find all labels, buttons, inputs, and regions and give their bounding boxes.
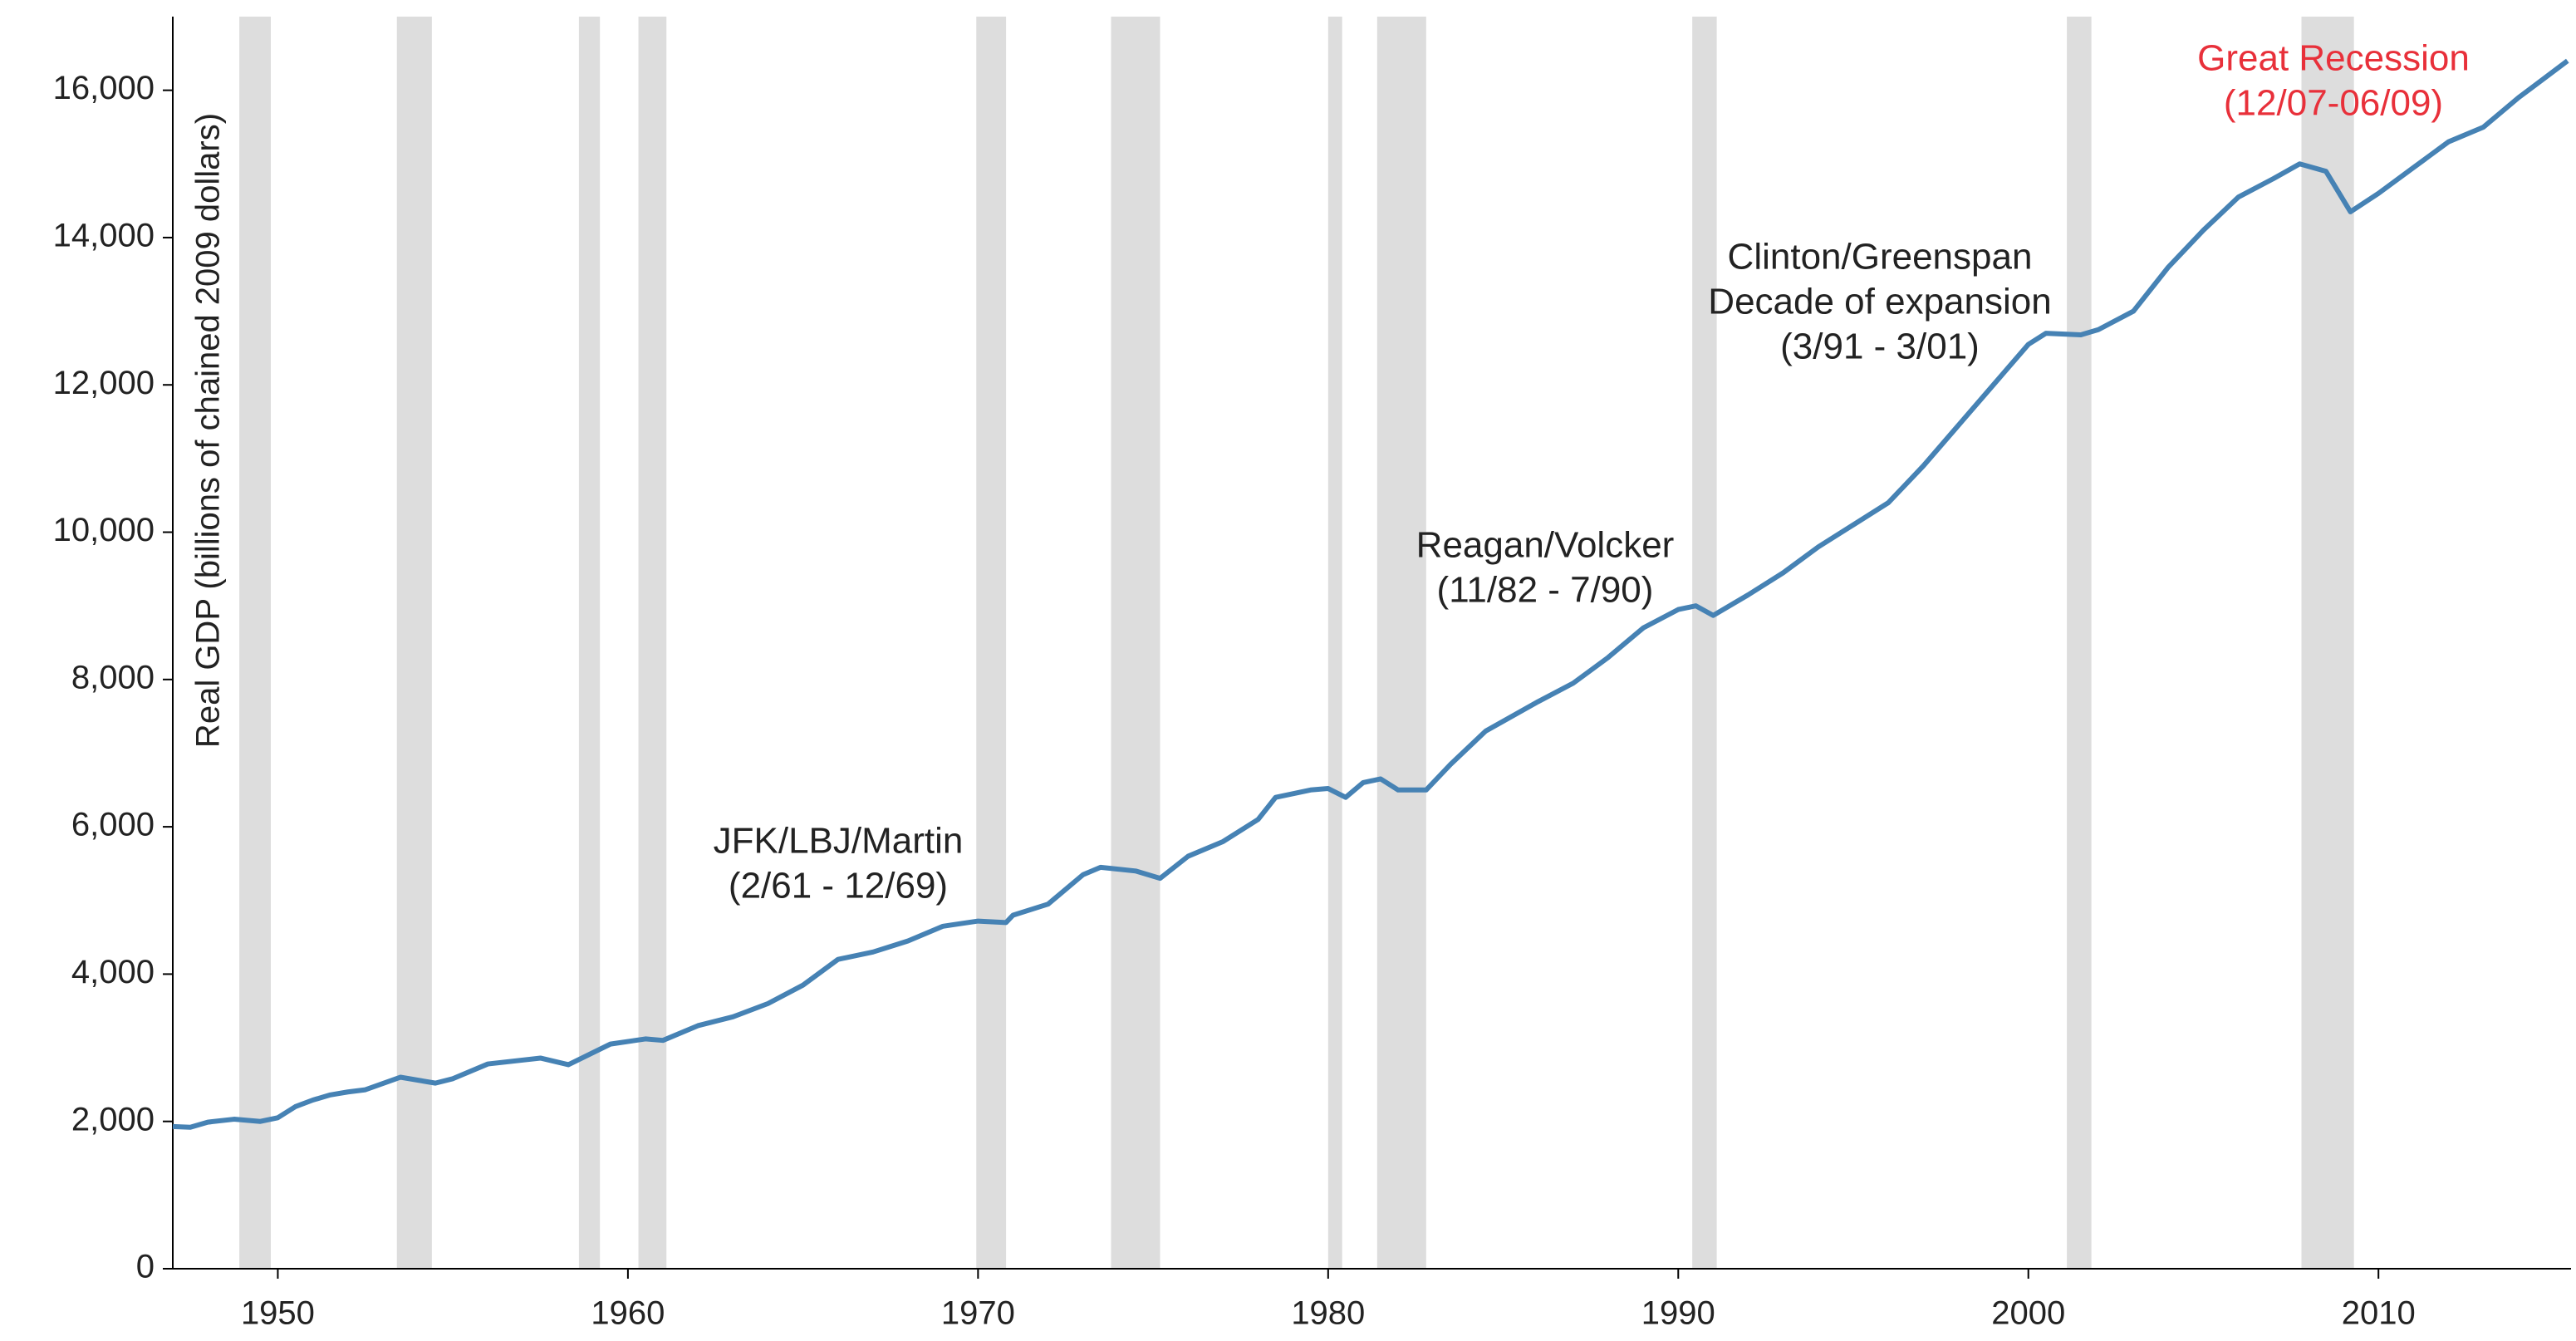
recession-band [2067,17,2092,1269]
y-tick-label: 6,000 [71,807,155,843]
recession-band [578,17,601,1269]
annotation: (3/91 - 3/01) [1780,327,1980,367]
y-tick-label: 16,000 [53,70,155,106]
recession-band [1376,17,1426,1269]
recession-band [638,17,667,1269]
x-tick-label: 1990 [1641,1295,1715,1332]
recession-band [1327,17,1342,1269]
y-tick-label: 0 [136,1249,155,1285]
annotation: Decade of expansion [1708,282,2051,322]
y-tick-label: 2,000 [71,1101,155,1137]
x-tick-label: 1980 [1291,1295,1365,1332]
x-tick-label: 1960 [591,1295,665,1332]
recession-band [976,17,1007,1269]
x-tick-label: 1950 [241,1295,315,1332]
recession-band [2301,17,2354,1269]
y-tick-label: 12,000 [53,365,155,401]
y-axis-label: Real GDP (billions of chained 2009 dolla… [190,113,227,748]
annotation: Clinton/Greenspan [1728,237,2033,278]
gdp-line [172,58,2569,1130]
y-tick-label: 14,000 [53,218,155,254]
annotation: (2/61 - 12/69) [729,866,948,906]
recession-band [396,17,432,1269]
y-tick-label: 10,000 [53,512,155,548]
annotation: Great Recession [2197,38,2470,79]
annotation: JFK/LBJ/Martin [714,821,964,862]
annotation: (11/82 - 7/90) [1437,570,1654,611]
annotation: Reagan/Volcker [1416,525,1675,566]
x-tick-label: 2010 [2342,1295,2416,1332]
recession-band [1111,17,1160,1269]
recession-band [1692,17,1717,1269]
x-tick-label: 2000 [1991,1295,2065,1332]
y-tick-label: 4,000 [71,954,155,990]
annotation: (12/07-06/09) [2224,83,2443,124]
x-tick-label: 1970 [941,1295,1015,1332]
recession-band [239,17,272,1269]
y-tick-label: 8,000 [71,659,155,695]
